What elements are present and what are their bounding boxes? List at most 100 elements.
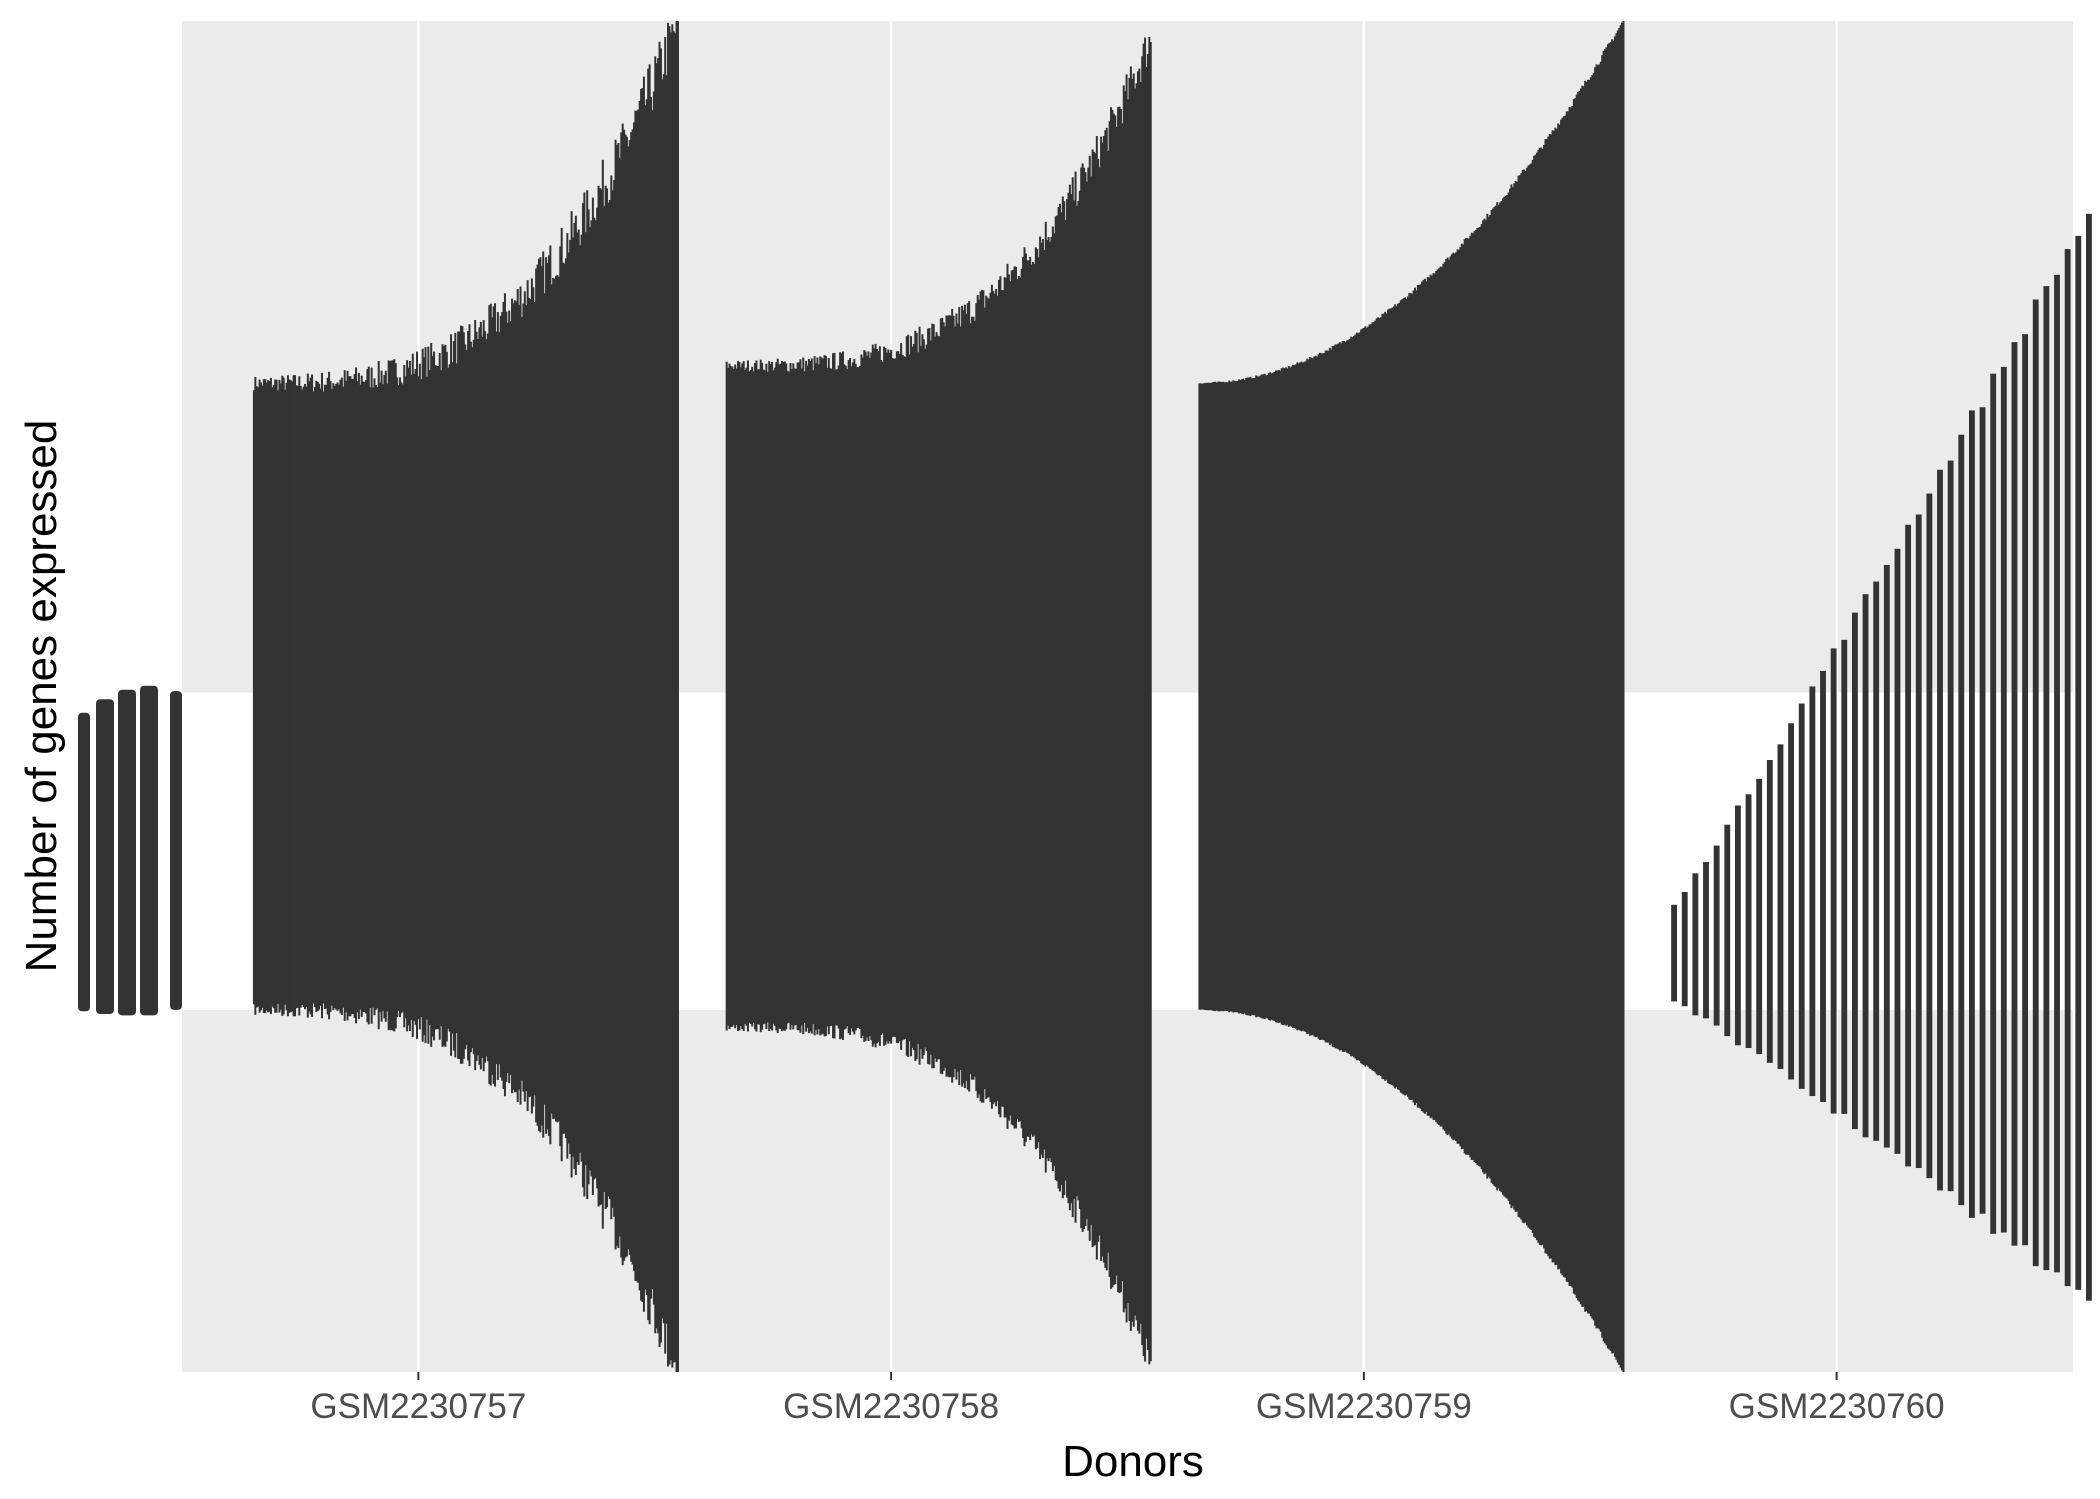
bar bbox=[397, 385, 400, 1011]
bar bbox=[843, 364, 846, 1030]
bar bbox=[870, 352, 873, 1041]
bar bbox=[1592, 73, 1595, 1321]
bar bbox=[1365, 327, 1368, 1066]
bar bbox=[875, 348, 879, 1044]
bar bbox=[252, 390, 255, 1005]
bar bbox=[1128, 77, 1131, 1322]
bar bbox=[1000, 290, 1003, 1107]
bar bbox=[1328, 347, 1331, 1046]
bar bbox=[759, 359, 762, 1033]
bar bbox=[374, 385, 377, 1010]
bar bbox=[648, 64, 651, 1325]
bar bbox=[359, 384, 362, 1010]
bar bbox=[894, 358, 897, 1038]
left-edge-mark bbox=[140, 685, 158, 1016]
bar bbox=[1873, 581, 1880, 1141]
bar bbox=[1118, 106, 1121, 1294]
bar bbox=[803, 371, 806, 1024]
bar bbox=[625, 136, 628, 1257]
bar bbox=[1548, 133, 1551, 1259]
bar bbox=[303, 383, 306, 1010]
bar bbox=[1115, 126, 1118, 1276]
bar bbox=[363, 381, 366, 1012]
bar bbox=[522, 303, 525, 1092]
bar bbox=[505, 311, 508, 1082]
bar bbox=[386, 383, 389, 1012]
bar bbox=[1724, 824, 1731, 1037]
bar bbox=[936, 335, 939, 1060]
bar bbox=[1497, 205, 1500, 1189]
bar bbox=[1567, 111, 1570, 1283]
bar bbox=[1067, 192, 1070, 1204]
bar bbox=[515, 301, 518, 1092]
bar bbox=[1524, 170, 1527, 1223]
bar bbox=[772, 370, 775, 1024]
bar bbox=[1990, 373, 1997, 1234]
bar bbox=[1493, 206, 1496, 1186]
bar bbox=[1385, 313, 1388, 1080]
bar bbox=[1571, 105, 1574, 1288]
bar bbox=[2064, 249, 2071, 1287]
bar bbox=[1350, 336, 1353, 1057]
bar bbox=[1058, 203, 1061, 1192]
bar bbox=[257, 387, 260, 1007]
bar bbox=[1087, 167, 1090, 1231]
bar bbox=[1428, 277, 1431, 1116]
bar bbox=[1756, 778, 1763, 1055]
bar bbox=[1304, 361, 1307, 1032]
bar bbox=[424, 347, 427, 1044]
bar bbox=[550, 284, 553, 1114]
bar bbox=[332, 383, 335, 1011]
bar bbox=[427, 346, 430, 1044]
bar bbox=[922, 339, 925, 1055]
bar bbox=[1078, 190, 1081, 1209]
bar bbox=[342, 386, 345, 1008]
bar bbox=[326, 377, 329, 1015]
bar bbox=[834, 369, 837, 1026]
bar bbox=[952, 315, 955, 1078]
bar bbox=[816, 357, 819, 1035]
bar bbox=[652, 91, 655, 1305]
bar bbox=[2011, 342, 2018, 1246]
bar bbox=[1100, 136, 1103, 1261]
bar bbox=[2075, 235, 2082, 1290]
bar bbox=[607, 202, 610, 1197]
bar bbox=[674, 33, 677, 1362]
bar bbox=[498, 332, 501, 1065]
bar bbox=[1263, 373, 1266, 1020]
bar bbox=[294, 375, 297, 1017]
bar bbox=[1435, 271, 1438, 1123]
bar bbox=[581, 203, 584, 1188]
bar bbox=[932, 324, 935, 1069]
bar bbox=[1469, 235, 1472, 1158]
bar bbox=[1445, 259, 1448, 1134]
bar bbox=[312, 391, 315, 1004]
bar bbox=[1535, 152, 1538, 1241]
bar bbox=[1472, 233, 1475, 1160]
bar bbox=[659, 48, 662, 1343]
bar bbox=[840, 353, 843, 1039]
bar bbox=[1273, 371, 1276, 1022]
bar bbox=[1511, 187, 1514, 1207]
bar bbox=[860, 354, 863, 1039]
bar bbox=[560, 227, 563, 1162]
bar bbox=[1209, 382, 1212, 1011]
bar bbox=[1387, 309, 1390, 1084]
bar bbox=[278, 379, 281, 1013]
bar bbox=[1030, 264, 1033, 1135]
x-axis-title: Donors bbox=[1062, 1437, 1204, 1486]
bar bbox=[1060, 212, 1063, 1186]
bar bbox=[1014, 266, 1018, 1129]
bar bbox=[975, 303, 978, 1092]
bar bbox=[1798, 703, 1805, 1089]
bar bbox=[279, 383, 282, 1010]
bar bbox=[851, 362, 854, 1032]
bar bbox=[1252, 377, 1255, 1016]
bar bbox=[1026, 260, 1029, 1137]
bar bbox=[1401, 299, 1404, 1094]
bar bbox=[1565, 111, 1568, 1282]
bar bbox=[1221, 382, 1224, 1011]
bar bbox=[556, 275, 559, 1123]
bar bbox=[642, 76, 645, 1312]
bar bbox=[615, 144, 619, 1246]
